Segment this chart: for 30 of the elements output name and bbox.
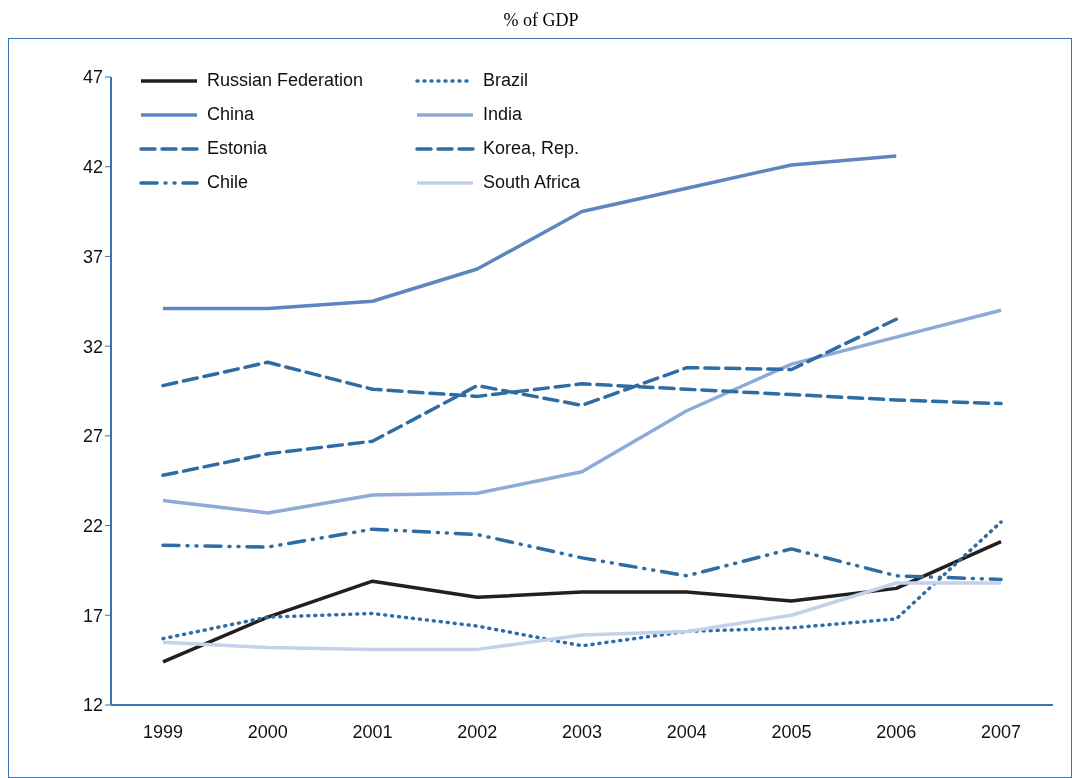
line-series	[161, 308, 1003, 515]
legend-label: China	[207, 104, 255, 125]
x-tick-label: 2001	[352, 721, 393, 742]
line-series	[161, 539, 1003, 664]
x-tick-label: 2007	[980, 721, 1022, 742]
legend-label: India	[483, 104, 523, 125]
legend-label: South Africa	[483, 172, 581, 193]
y-tick-label: 42	[82, 157, 103, 178]
legend-label: Estonia	[207, 138, 268, 159]
x-tick-label: 2006	[876, 721, 917, 742]
y-tick-label: 27	[82, 426, 103, 447]
line-series	[161, 520, 1003, 648]
legend-label: Chile	[207, 172, 249, 193]
legend-label: Korea, Rep.	[483, 138, 580, 159]
line-series	[161, 581, 1003, 652]
y-tick-label: 22	[82, 515, 103, 536]
x-tick-label: 2000	[247, 721, 288, 742]
y-tick-label: 37	[82, 246, 103, 267]
y-tick-label: 17	[82, 605, 103, 626]
y-tick-label: 32	[82, 336, 103, 357]
chart-title: % of GDP	[502, 9, 580, 32]
legend-label: Russian Federation	[207, 70, 364, 91]
x-tick-label: 2004	[666, 721, 707, 742]
y-tick-label: 12	[82, 695, 103, 716]
x-tick-label: 2002	[457, 721, 498, 742]
x-tick-label: 2005	[771, 721, 812, 742]
legend-label: Brazil	[483, 70, 529, 91]
y-tick-label: 47	[82, 67, 103, 88]
x-tick-label: 2003	[561, 721, 603, 742]
x-tick-label: 1999	[142, 721, 184, 742]
